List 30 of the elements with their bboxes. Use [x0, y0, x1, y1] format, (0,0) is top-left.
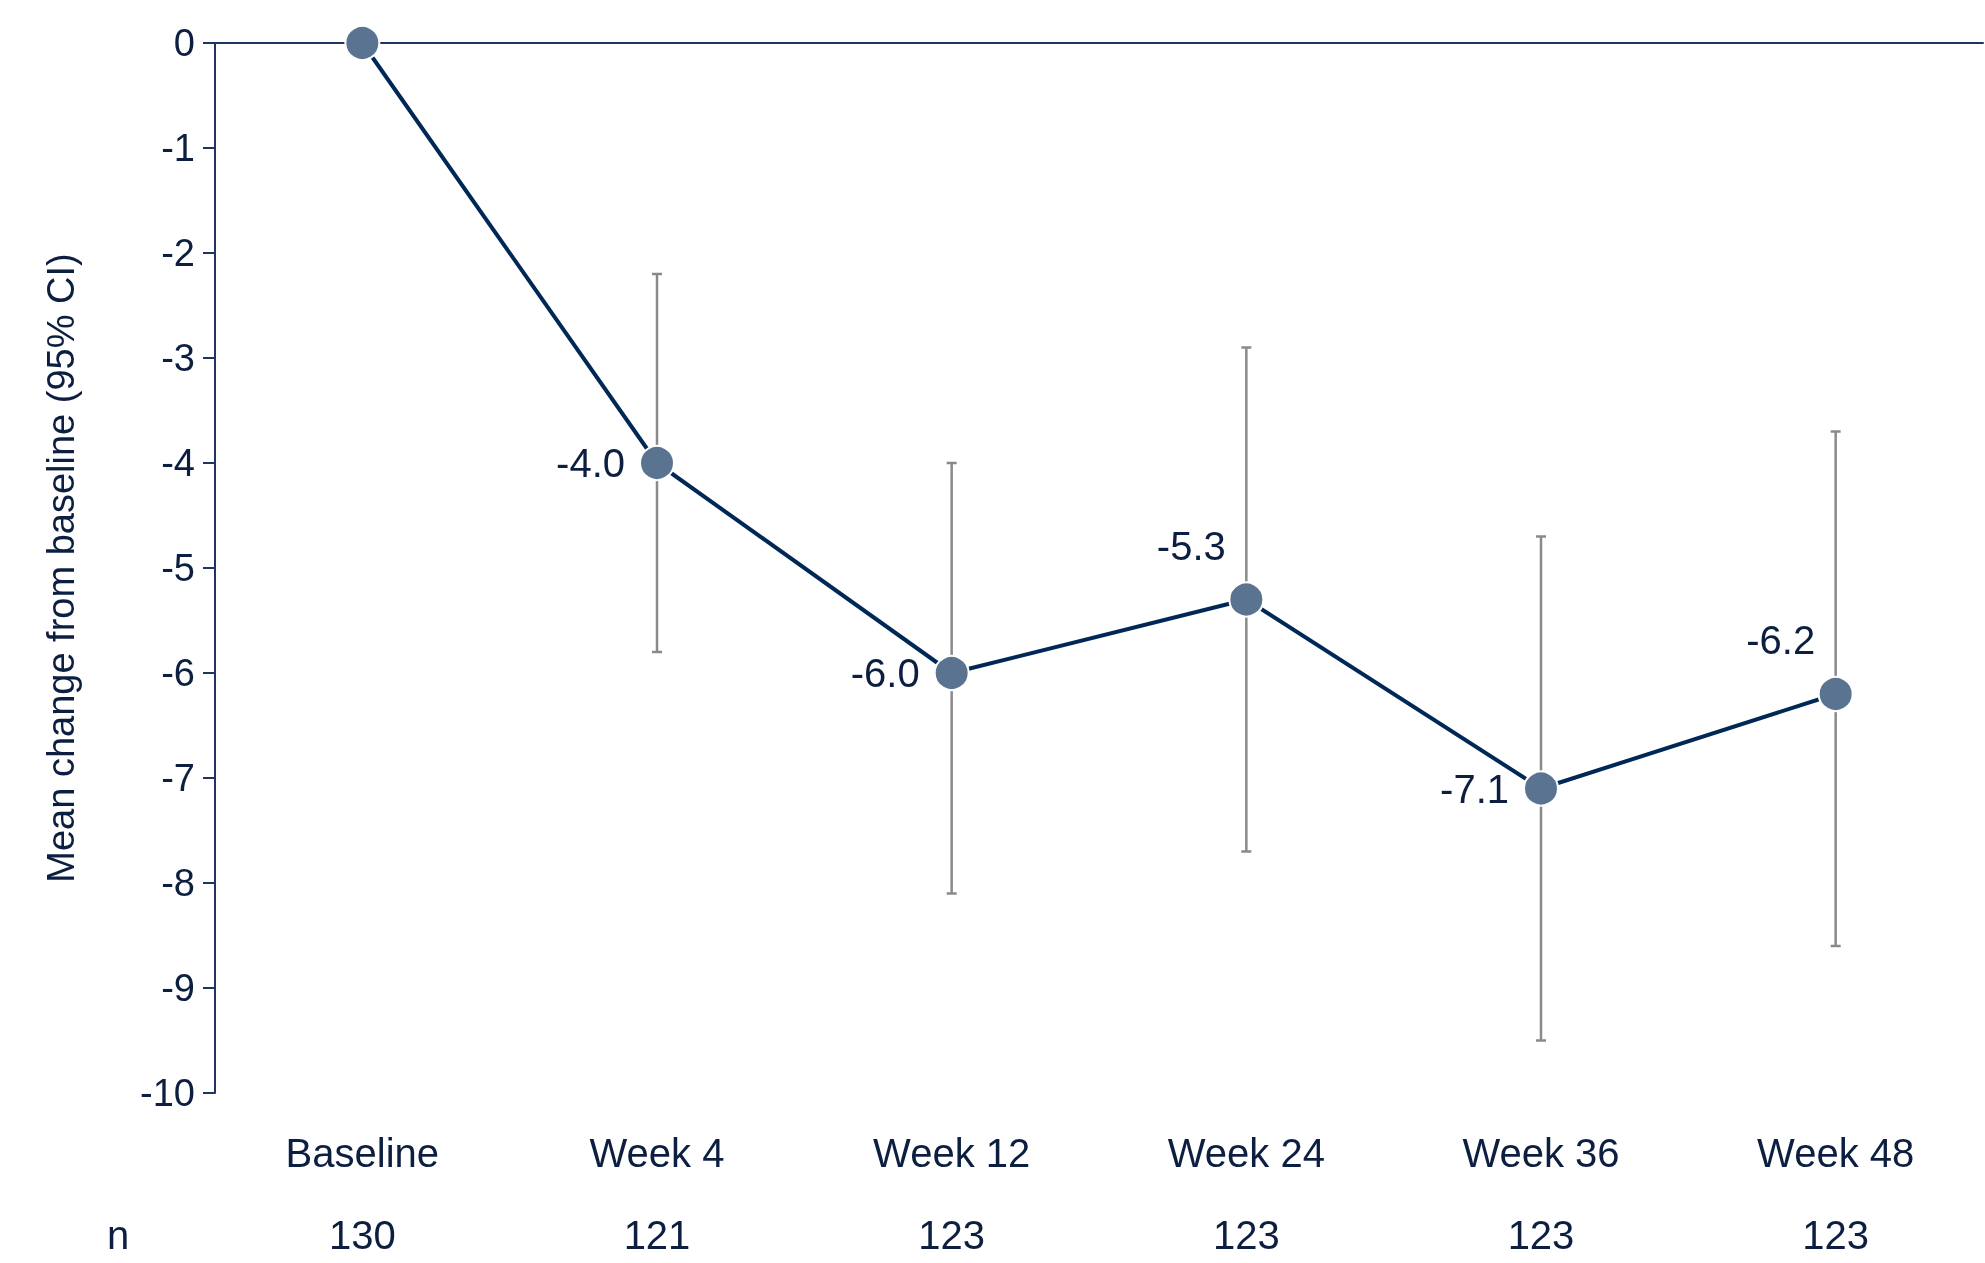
y-tick-label: -3 [161, 337, 195, 379]
y-tick-label: -7 [161, 757, 195, 799]
x-tick-label: Week 24 [1167, 1131, 1325, 1175]
text: 121 [623, 1213, 691, 1257]
data-label: -6.2 [1746, 618, 1816, 662]
data-label: -5.3 [1156, 523, 1226, 568]
y-tick-label: 0 [173, 22, 195, 64]
y-tick-label: -4 [161, 442, 195, 484]
y-tick-label: -1 [161, 127, 195, 169]
data-label: -4.0 [556, 441, 625, 485]
y-tick-label: -2 [161, 232, 195, 274]
y-tick-label: -9 [161, 967, 195, 1009]
x-tick-label: Week 36 [1462, 1131, 1620, 1175]
y-tick-label: -10 [140, 1072, 195, 1114]
text: 130 [328, 1213, 396, 1257]
y-tick-label: -5 [161, 547, 195, 589]
x-tick-label: Week 12 [873, 1131, 1031, 1175]
data-label: -6.0 [850, 651, 920, 695]
text: 123 [1507, 1213, 1575, 1257]
x-tick-label: Week 48 [1757, 1131, 1915, 1175]
y-tick-label: -6 [161, 652, 195, 694]
x-tick-label: Week 4 [589, 1131, 725, 1175]
text: n [106, 1213, 130, 1257]
text: 123 [1802, 1213, 1870, 1257]
text: 123 [1212, 1213, 1280, 1257]
data-label: -7.1 [1440, 766, 1509, 811]
y-tick-label: -8 [161, 862, 195, 904]
x-tick-label: Baseline [285, 1131, 440, 1175]
y-axis-title: Mean change from baseline (95% CI) [40, 253, 82, 883]
text: 123 [918, 1213, 986, 1257]
